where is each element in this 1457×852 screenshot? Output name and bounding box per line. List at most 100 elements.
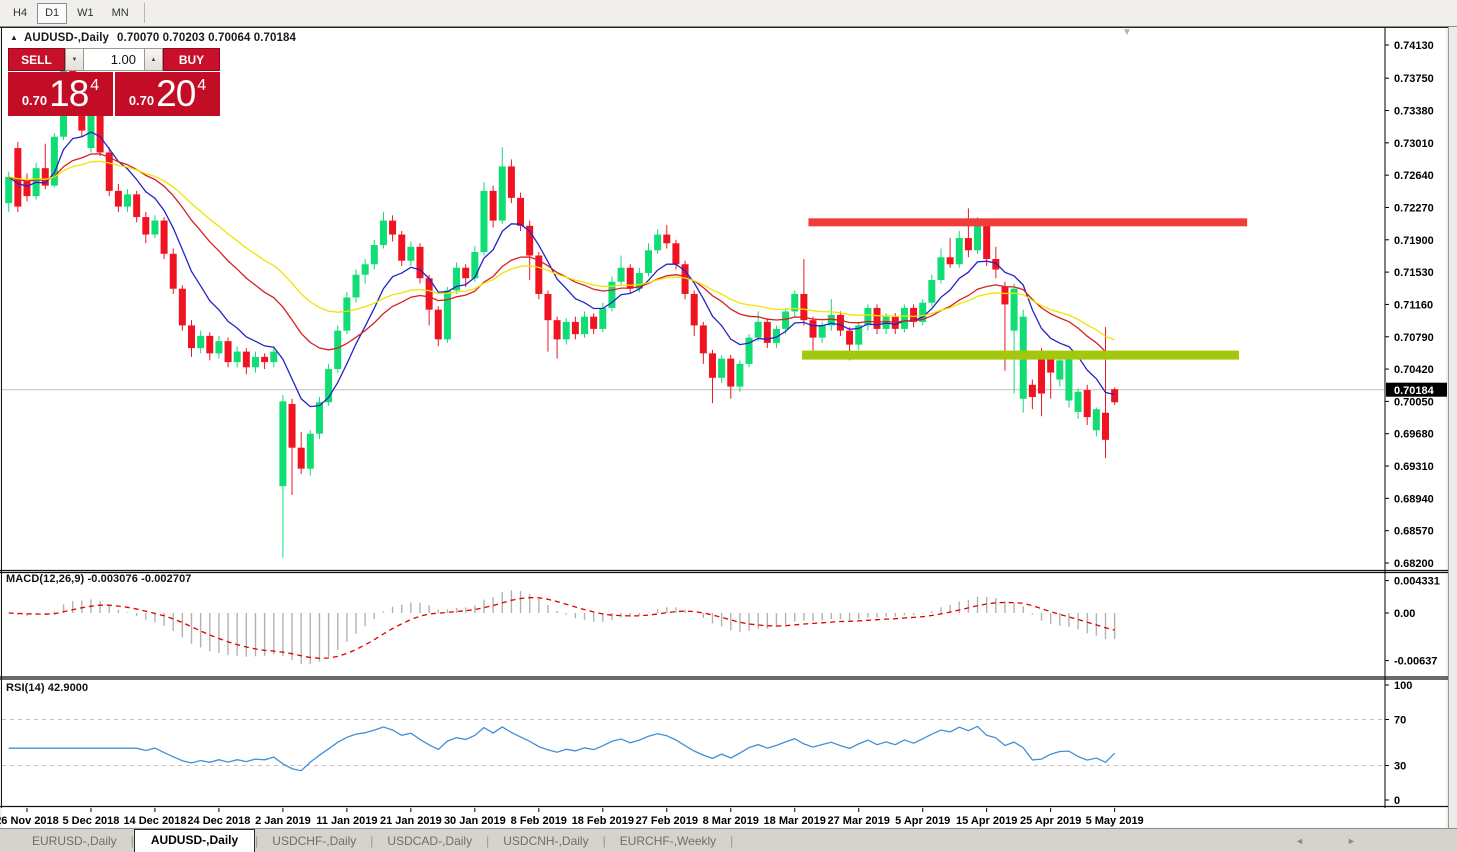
tab-separator: | bbox=[130, 834, 134, 848]
trade-panel-controls: SELL ▼ ▲ BUY bbox=[8, 48, 220, 71]
svg-text:11 Jan 2019: 11 Jan 2019 bbox=[316, 815, 377, 827]
svg-text:24 Dec 2018: 24 Dec 2018 bbox=[187, 815, 250, 827]
tabs-scroll-right-icon[interactable]: ► bbox=[1347, 836, 1356, 846]
mid-MA bbox=[8, 153, 1115, 357]
svg-text:0.004331: 0.004331 bbox=[1394, 576, 1440, 588]
tab-separator: | bbox=[370, 834, 374, 848]
svg-text:26 Nov 2018: 26 Nov 2018 bbox=[0, 815, 59, 827]
svg-text:5 May 2019: 5 May 2019 bbox=[1086, 815, 1144, 827]
chart-title: ▲ AUDUSD-,Daily 0.70070 0.70203 0.70064 0.… bbox=[10, 32, 296, 44]
chart-tab-eurchfweekly[interactable]: EURCHF-,Weekly bbox=[619, 834, 717, 848]
support-line bbox=[802, 350, 1239, 360]
macd-axis: 0.004331 0.00 -0.00637 bbox=[1384, 572, 1440, 677]
tab-separator: | bbox=[730, 834, 734, 848]
svg-text:0.73010: 0.73010 bbox=[1394, 138, 1434, 150]
chart-symbol-label: AUDUSD-,Daily bbox=[24, 32, 110, 44]
moving-averages-layer bbox=[8, 131, 1115, 408]
svg-text:30: 30 bbox=[1394, 761, 1406, 773]
bid-price-prefix: 0.70 bbox=[21, 92, 48, 108]
svg-text:27 Mar 2019: 27 Mar 2019 bbox=[828, 815, 890, 827]
svg-text:0.68940: 0.68940 bbox=[1394, 493, 1434, 505]
svg-text:0.71530: 0.71530 bbox=[1394, 267, 1434, 279]
timeframe-button-MN[interactable]: MN bbox=[111, 6, 129, 19]
chart-ohlc-values: 0.70070 0.70203 0.70064 0.70184 bbox=[117, 32, 297, 44]
chevron-down-icon: ▼ bbox=[71, 56, 78, 63]
chart-tab-usdcnhdaily[interactable]: USDCNH-,Daily bbox=[503, 834, 589, 848]
svg-text:0.71900: 0.71900 bbox=[1394, 235, 1434, 247]
one-click-trade-panel: SELL ▼ ▲ BUY 0.70 18 4 0.70 20 4 bbox=[8, 48, 220, 116]
ask-price-prefix: 0.70 bbox=[128, 92, 155, 108]
chart-tab-usdcaddaily[interactable]: USDCAD-,Daily bbox=[387, 834, 473, 848]
svg-text:5 Dec 2018: 5 Dec 2018 bbox=[63, 815, 120, 827]
svg-text:0.69680: 0.69680 bbox=[1394, 429, 1434, 441]
chart-canvas[interactable]: 0.74130 0.73750 0.73380 0.73010 0.72640 0.722… bbox=[0, 0, 1457, 828]
chart-tab-bar: EURUSD-,Daily | AUDUSD-,Daily | USDCHF-,Dail… bbox=[0, 828, 1457, 852]
svg-text:0.70420: 0.70420 bbox=[1394, 364, 1434, 376]
svg-text:0.73380: 0.73380 bbox=[1394, 106, 1434, 118]
svg-text:0.70790: 0.70790 bbox=[1394, 332, 1434, 344]
chart-shift-marker-icon[interactable]: ▼ bbox=[1122, 27, 1132, 38]
svg-text:15 Apr 2019: 15 Apr 2019 bbox=[956, 815, 1017, 827]
svg-text:25 Apr 2019: 25 Apr 2019 bbox=[1020, 815, 1081, 827]
svg-text:21 Jan 2019: 21 Jan 2019 bbox=[380, 815, 442, 827]
tabs-scroll-left-icon[interactable]: ◄ bbox=[1295, 836, 1304, 846]
timeframe-button-W1[interactable]: W1 bbox=[77, 6, 94, 19]
bid-price-tile[interactable]: 0.70 18 4 bbox=[8, 72, 113, 116]
slow-MA bbox=[8, 160, 1115, 341]
svg-text:0.73750: 0.73750 bbox=[1394, 73, 1434, 85]
date-axis: 26 Nov 2018 5 Dec 2018 14 Dec 2018 24 Dec 2… bbox=[0, 808, 1144, 827]
rsi-axis: 100 70 30 0 bbox=[1384, 679, 1412, 807]
ask-price-pip: 4 bbox=[197, 77, 207, 94]
chevron-up-icon: ▲ bbox=[150, 56, 157, 63]
window-edge bbox=[1448, 27, 1457, 828]
svg-text:0.71160: 0.71160 bbox=[1394, 299, 1433, 311]
tab-separator: | bbox=[255, 834, 259, 848]
svg-text:70: 70 bbox=[1394, 715, 1406, 727]
timeframe-button-H4[interactable]: H4 bbox=[13, 6, 28, 19]
chart-tab-eurusddaily[interactable]: EURUSD-,Daily bbox=[32, 834, 117, 848]
svg-text:18 Mar 2019: 18 Mar 2019 bbox=[764, 815, 826, 827]
toolbar-separator bbox=[143, 3, 145, 23]
resistance-line bbox=[808, 218, 1248, 227]
ask-price-tile[interactable]: 0.70 20 4 bbox=[115, 72, 220, 116]
svg-text:0.69310: 0.69310 bbox=[1394, 461, 1434, 473]
bid-price-big: 18 bbox=[49, 73, 89, 114]
svg-text:0.00: 0.00 bbox=[1394, 608, 1415, 620]
svg-text:30 Jan 2019: 30 Jan 2019 bbox=[444, 815, 506, 827]
svg-text:27 Feb 2019: 27 Feb 2019 bbox=[636, 815, 698, 827]
volume-input[interactable] bbox=[84, 48, 144, 71]
svg-text:0.72640: 0.72640 bbox=[1394, 170, 1434, 182]
volume-increase-button[interactable]: ▲ bbox=[144, 48, 163, 71]
svg-text:0.74130: 0.74130 bbox=[1394, 40, 1434, 52]
chart-tab-usdchfdaily[interactable]: USDCHF-,Daily bbox=[272, 834, 357, 848]
svg-text:8 Mar 2019: 8 Mar 2019 bbox=[703, 815, 759, 827]
svg-text:0.70050: 0.70050 bbox=[1394, 396, 1434, 408]
level-lines-layer bbox=[802, 218, 1248, 360]
chart-tab-audusddaily[interactable]: AUDUSD-,Daily bbox=[133, 829, 256, 852]
svg-text:0.70184: 0.70184 bbox=[1394, 385, 1435, 397]
rsi-line bbox=[8, 725, 1116, 772]
timeframe-toolbar: H4 D1 W1 MN bbox=[0, 0, 1457, 27]
svg-text:0.72270: 0.72270 bbox=[1394, 202, 1434, 214]
ask-price-big: 20 bbox=[156, 73, 196, 114]
price-axis: 0.74130 0.73750 0.73380 0.73010 0.72640 0.722… bbox=[1384, 28, 1447, 808]
svg-text:5 Apr 2019: 5 Apr 2019 bbox=[895, 815, 950, 827]
svg-text:100: 100 bbox=[1394, 680, 1412, 692]
svg-text:0: 0 bbox=[1394, 795, 1400, 807]
svg-text:0.68200: 0.68200 bbox=[1394, 558, 1434, 570]
bid-price-pip: 4 bbox=[90, 77, 100, 94]
trade-panel-quotes: 0.70 18 4 0.70 20 4 bbox=[8, 72, 220, 116]
svg-text:0.68570: 0.68570 bbox=[1394, 526, 1434, 538]
tab-separator: | bbox=[486, 834, 490, 848]
buy-button[interactable]: BUY bbox=[163, 48, 220, 71]
timeframe-button-D1[interactable]: D1 bbox=[37, 2, 68, 24]
svg-text:18 Feb 2019: 18 Feb 2019 bbox=[572, 815, 634, 827]
macd-signal-line bbox=[8, 596, 1115, 659]
rsi-label: RSI(14) 42.9000 bbox=[6, 682, 89, 694]
svg-text:-0.00637: -0.00637 bbox=[1394, 656, 1437, 668]
volume-decrease-button[interactable]: ▼ bbox=[65, 48, 84, 71]
collapse-quotes-icon[interactable]: ▲ bbox=[10, 33, 19, 42]
fast-MA bbox=[8, 131, 1115, 408]
svg-text:14 Dec 2018: 14 Dec 2018 bbox=[123, 815, 186, 827]
sell-button[interactable]: SELL bbox=[8, 48, 65, 71]
